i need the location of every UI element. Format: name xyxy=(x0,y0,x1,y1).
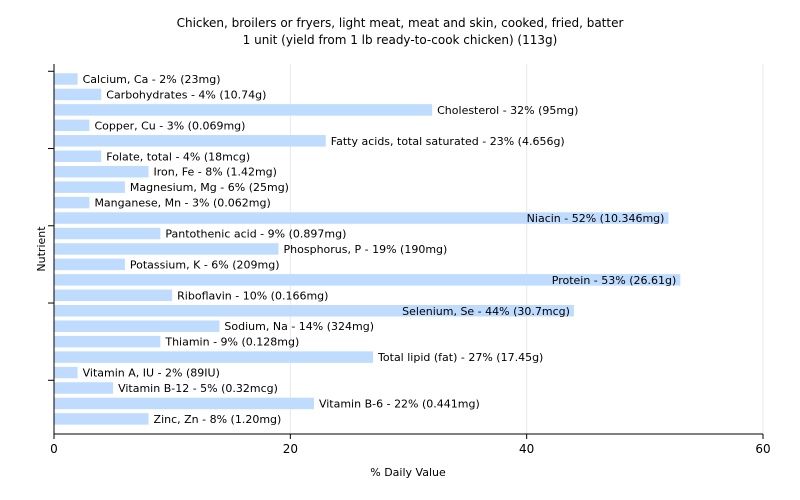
bar xyxy=(54,135,326,147)
bar xyxy=(54,227,161,240)
bar xyxy=(54,243,279,255)
bar-label: Folate, total - 4% (18mcg) xyxy=(106,150,250,163)
bar xyxy=(54,335,161,348)
x-tick-label: 20 xyxy=(283,442,298,456)
bar xyxy=(54,73,78,85)
bar-label: Iron, Fe - 8% (1.42mg) xyxy=(154,166,277,179)
bar xyxy=(54,258,125,271)
bar-label: Phosphorus, P - 19% (190mg) xyxy=(284,243,448,256)
bar xyxy=(54,366,78,379)
bar-label: Fatty acids, total saturated - 23% (4.65… xyxy=(331,135,565,148)
bar xyxy=(54,397,314,410)
bar xyxy=(54,150,102,162)
bar-label: Protein - 53% (26.61g) xyxy=(552,274,677,287)
bar-label: Manganese, Mn - 3% (0.062mg) xyxy=(94,197,270,210)
y-axis-title: Nutrient xyxy=(35,226,48,272)
bar xyxy=(54,196,90,209)
bar xyxy=(54,165,149,178)
bar-label: Riboflavin - 10% (0.166mg) xyxy=(177,289,328,302)
x-tick-label: 60 xyxy=(755,442,770,456)
bar-label: Total lipid (fat) - 27% (17.45g) xyxy=(377,351,543,364)
gridlines xyxy=(289,64,764,434)
x-tick-label: 0 xyxy=(50,442,58,456)
bar xyxy=(54,289,173,302)
bar xyxy=(54,181,125,193)
bar-label: Zinc, Zn - 8% (1.20mg) xyxy=(154,413,282,426)
bar-label: Magnesium, Mg - 6% (25mg) xyxy=(130,181,289,194)
bar xyxy=(54,413,149,425)
chart-title: Chicken, broilers or fryers, light meat,… xyxy=(177,16,624,30)
bar-label: Potassium, K - 6% (209mg) xyxy=(130,258,280,271)
bar-label: Sodium, Na - 14% (324mg) xyxy=(224,320,374,333)
bar-label: Thiamin - 9% (0.128mg) xyxy=(164,336,299,349)
bar xyxy=(54,274,681,286)
bar-label: Selenium, Se - 44% (30.7mcg) xyxy=(402,305,570,318)
axes: 0 20 40 60 xyxy=(48,64,771,456)
bar-label: Cholesterol - 32% (95mg) xyxy=(437,104,578,117)
bar xyxy=(54,320,220,332)
bar-label: Niacin - 52% (10.346mg) xyxy=(527,212,665,225)
bar-label: Vitamin B-6 - 22% (0.441mg) xyxy=(319,397,480,410)
bar-label: Copper, Cu - 3% (0.069mg) xyxy=(94,119,245,132)
bar xyxy=(54,351,374,363)
chart-subtitle: 1 unit (yield from 1 lb ready-to-cook ch… xyxy=(243,33,558,47)
bar-label: Pantothenic acid - 9% (0.897mg) xyxy=(165,228,346,241)
bar-label: Vitamin A, IU - 2% (89IU) xyxy=(83,367,220,380)
bar-label: Calcium, Ca - 2% (23mg) xyxy=(83,73,221,86)
bar xyxy=(54,119,90,132)
bar-label: Carbohydrates - 4% (10.74g) xyxy=(106,88,266,101)
bar xyxy=(54,88,102,101)
bar-label: Vitamin B-12 - 5% (0.32mcg) xyxy=(118,382,278,395)
bar xyxy=(54,382,114,394)
bar xyxy=(54,104,433,116)
x-axis-title: % Daily Value xyxy=(370,466,446,479)
bar xyxy=(54,305,574,317)
bar xyxy=(54,212,669,224)
x-tick-label: 40 xyxy=(519,442,534,456)
bars: Calcium, Ca - 2% (23mg) Carbohydrates - 4… xyxy=(54,73,681,426)
